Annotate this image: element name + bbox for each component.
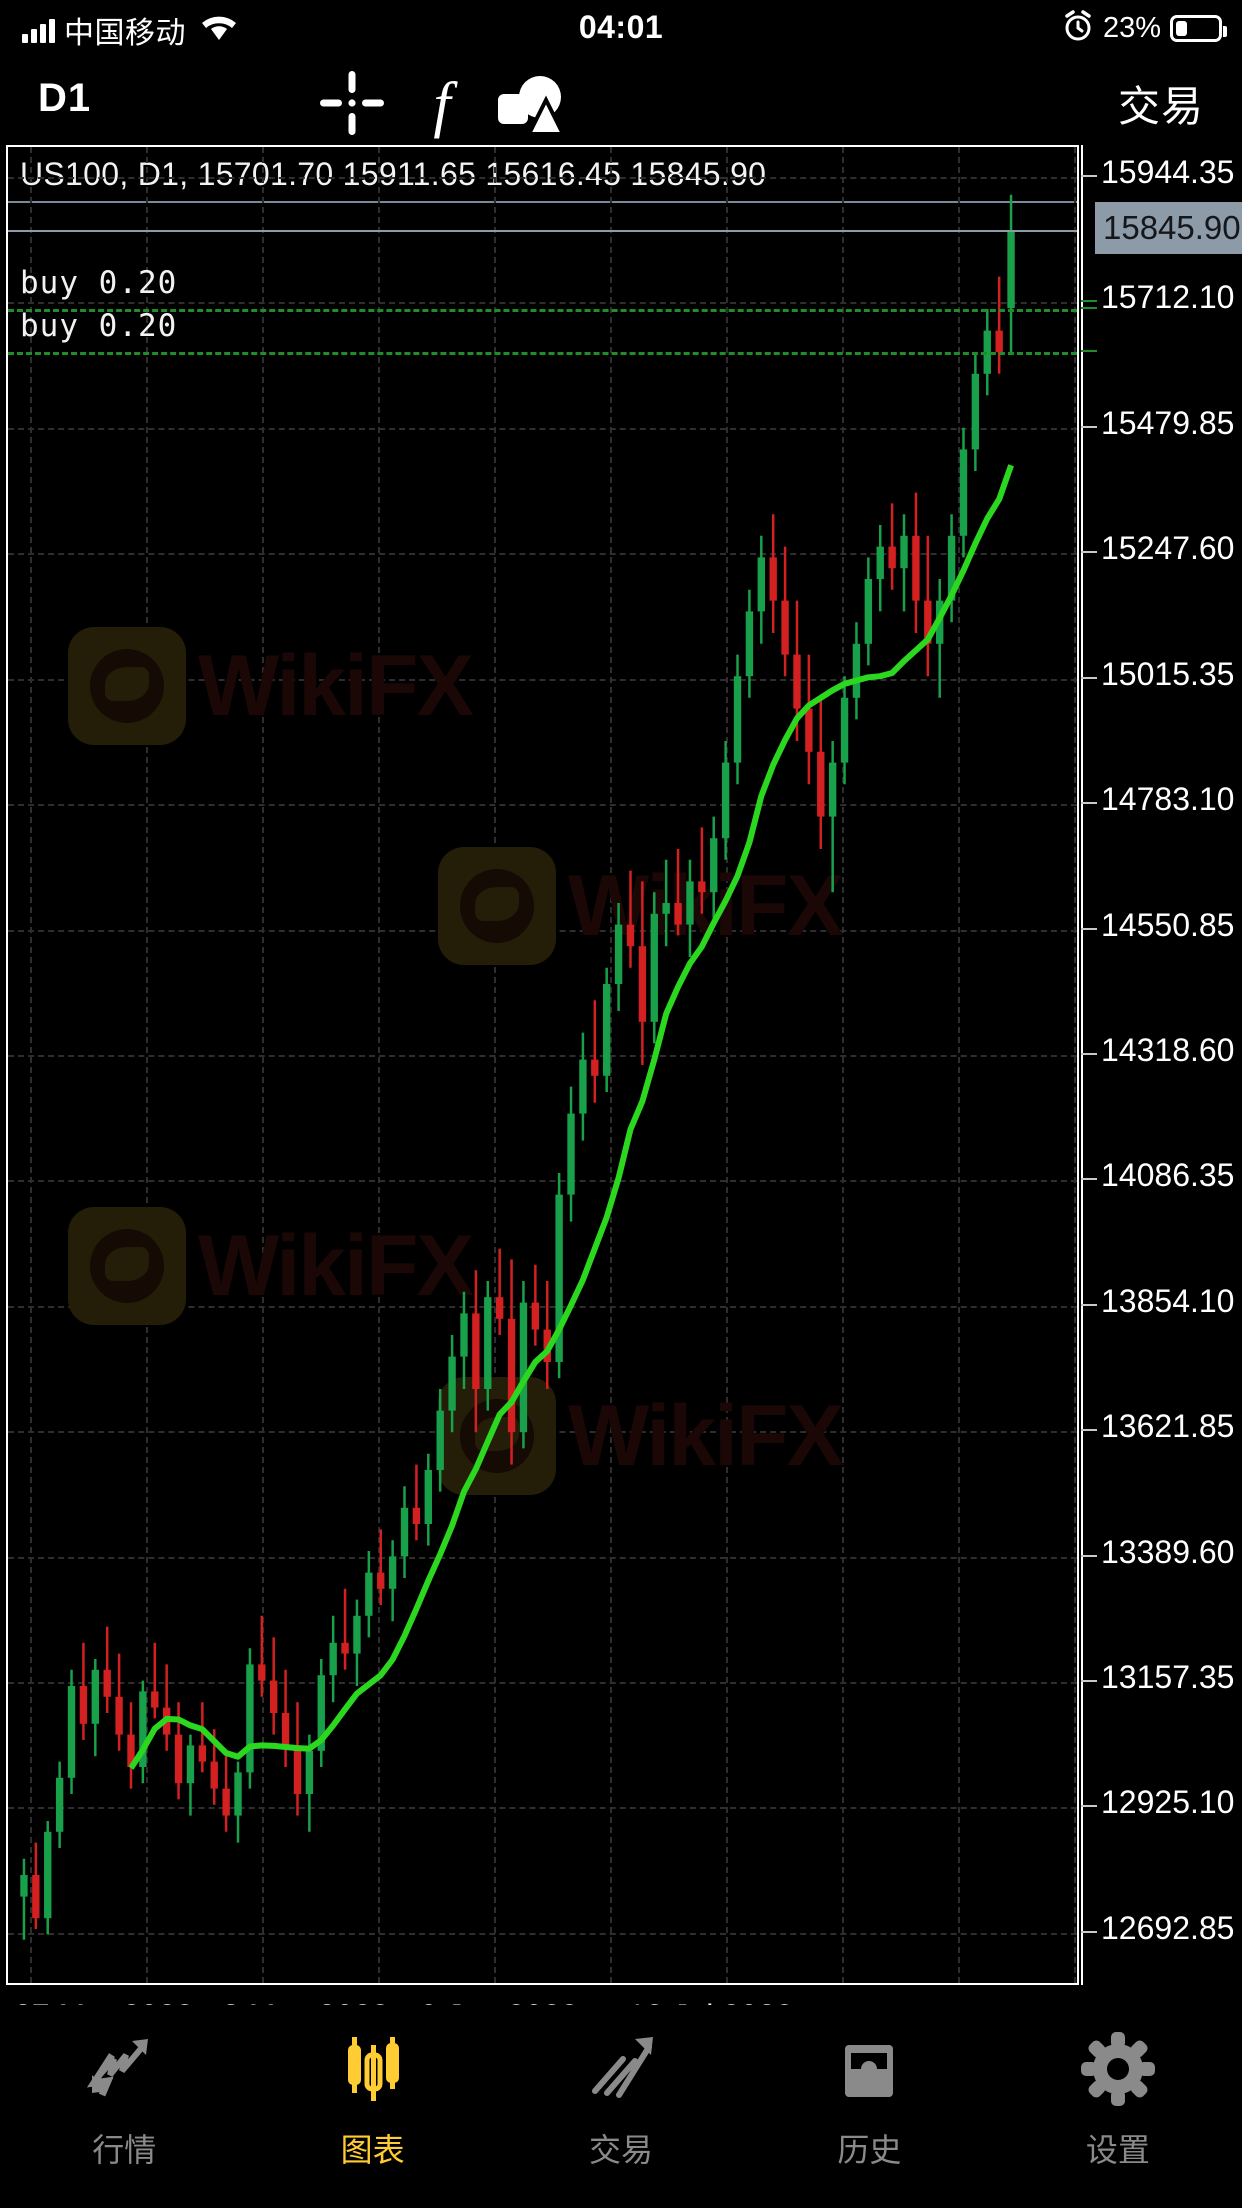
timeframe-button[interactable]: D1: [38, 76, 92, 120]
price-axis-tick: [1081, 1554, 1097, 1557]
price-axis-tick: [1081, 175, 1097, 178]
price-axis-label: 13854.10: [1101, 1282, 1235, 1319]
chart-plot-area[interactable]: US100, D1, 15701.70 15911.65 15616.45 15…: [6, 145, 1079, 1985]
bottom-tab-bar: 行情 图表 交易 历史 设置: [0, 2005, 1242, 2208]
price-axis-label: 15247.60: [1101, 530, 1235, 567]
price-axis-tick: [1081, 1178, 1097, 1181]
position-line[interactable]: [8, 352, 1077, 356]
position-line[interactable]: [8, 309, 1077, 312]
tab-label: 行情: [92, 2131, 157, 2169]
price-axis-tick: [1081, 1303, 1097, 1306]
price-axis-tick: [1081, 300, 1097, 303]
price-axis-label: 14550.85: [1101, 906, 1235, 943]
signal-bars-icon: [22, 17, 55, 43]
price-axis-tick: [1081, 1429, 1097, 1432]
price-axis-tick: [1081, 802, 1097, 805]
battery-percent: 23%: [1102, 12, 1161, 44]
tab-charts[interactable]: 图表: [248, 2027, 496, 2171]
quotes-arrows-icon: [82, 2027, 166, 2111]
battery-icon: [1170, 15, 1227, 42]
price-axis-label: 15479.85: [1101, 404, 1235, 441]
price-axis-label: 13621.85: [1101, 1408, 1235, 1445]
tab-history[interactable]: 历史: [745, 2027, 993, 2171]
svg-text:f: f: [433, 71, 458, 139]
tab-label: 设置: [1085, 2131, 1150, 2169]
price-axis-tick: [1081, 927, 1097, 930]
status-bar-right: 23%: [1062, 10, 1227, 47]
chart-info-bar: US100, D1, 15701.70 15911.65 15616.45 15…: [8, 147, 1077, 203]
wifi-icon: [199, 13, 239, 48]
position-label[interactable]: buy 0.20: [20, 308, 178, 345]
tab-trade[interactable]: 交易: [497, 2027, 745, 2171]
status-bar-clock: 04:01: [578, 9, 664, 45]
alarm-clock-icon: [1062, 10, 1094, 47]
price-axis-label: 13389.60: [1101, 1533, 1235, 1570]
chart-container: US100, D1, 15701.70 15911.65 15616.45 15…: [0, 145, 1242, 2034]
tab-label: 图表: [340, 2131, 405, 2169]
candlestick-series: [20, 194, 1015, 1940]
price-axis-tick: [1081, 1805, 1097, 1808]
history-archive-icon: [827, 2027, 911, 2111]
crosshair-icon[interactable]: [318, 69, 386, 137]
function-f-icon[interactable]: f: [412, 67, 472, 139]
trade-trend-arrow-icon: [579, 2027, 663, 2111]
price-axis-label: 14318.60: [1101, 1031, 1235, 1068]
chart-toolbar: D1 f: [0, 60, 1242, 145]
position-price-tick: [1081, 350, 1097, 353]
current-price-badge: 15845.90: [1095, 202, 1242, 255]
price-axis-tick: [1081, 551, 1097, 554]
price-axis-label: 13157.35: [1101, 1659, 1235, 1696]
current-price-line: [8, 230, 1077, 233]
price-axis-tick: [1081, 676, 1097, 679]
price-axis-label: 15944.35: [1101, 154, 1235, 191]
status-bar: 中国移动 04:01 23%: [0, 0, 1242, 60]
candlestick-chart-icon: [331, 2027, 415, 2111]
tab-label: 交易: [589, 2131, 654, 2169]
price-axis-label: 14783.10: [1101, 781, 1235, 818]
trade-button[interactable]: 交易: [1117, 82, 1204, 131]
tab-label: 历史: [837, 2131, 902, 2169]
tab-quotes[interactable]: 行情: [0, 2027, 248, 2171]
gear-settings-icon: [1076, 2027, 1160, 2111]
toolbar-icon-group: f: [300, 60, 640, 145]
position-price-tick: [1081, 307, 1097, 309]
price-axis-label: 12692.85: [1101, 1909, 1235, 1946]
objects-shapes-icon[interactable]: [494, 68, 568, 138]
chart-info-text: US100, D1, 15701.70 15911.65 15616.45 15…: [20, 155, 767, 192]
tab-settings[interactable]: 设置: [994, 2027, 1242, 2171]
price-axis-tick: [1081, 425, 1097, 428]
price-axis[interactable]: 15944.35 15712.10 15479.85 15247.60 15015.35…: [1081, 145, 1242, 1985]
price-axis-label: 15712.10: [1101, 279, 1235, 316]
price-axis-tick: [1081, 1680, 1097, 1683]
price-axis-line: [1081, 145, 1083, 1985]
price-axis-tick: [1081, 1052, 1097, 1055]
price-axis-label: 15015.35: [1101, 655, 1235, 692]
moving-average-line: [128, 464, 1014, 1770]
status-bar-left: 中国移动: [22, 8, 239, 52]
position-label[interactable]: buy 0.20: [20, 265, 178, 301]
price-axis-label: 14086.35: [1101, 1157, 1235, 1194]
price-axis-label: 12925.10: [1101, 1784, 1235, 1821]
carrier-name: 中国移动: [64, 16, 186, 51]
price-axis-tick: [1081, 1930, 1097, 1933]
